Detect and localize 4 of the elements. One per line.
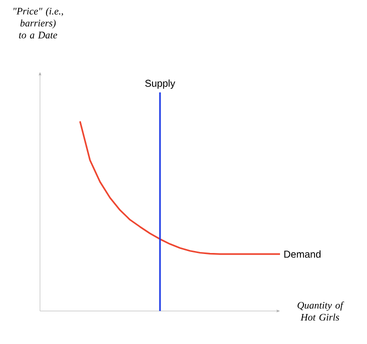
x-axis-title: Quantity of Hot Girls <box>298 302 344 321</box>
text: "Price" (i.e., barriers) to a Date <box>14 8 63 38</box>
text: Supply <box>145 80 176 89</box>
series-label: Demand <box>284 250 321 258</box>
